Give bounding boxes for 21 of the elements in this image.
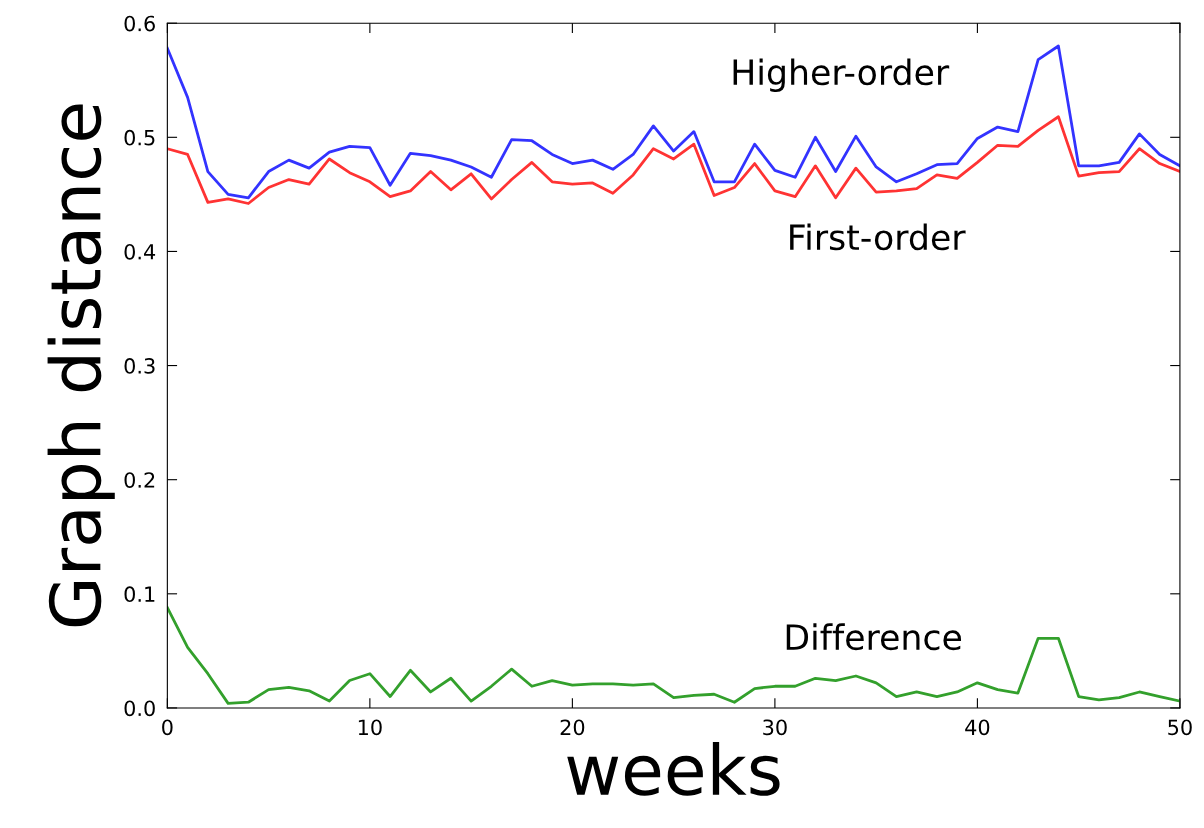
- y-tick-label: 0.2: [124, 472, 155, 488]
- line-series: [167, 606, 1180, 705]
- line-series: [167, 115, 1180, 205]
- series-label: Difference: [786, 623, 962, 651]
- y-tick-label: 0.3: [124, 358, 155, 374]
- x-tick-label: 40: [965, 719, 990, 736]
- line-series: [167, 44, 1180, 200]
- x-tick-label: 10: [358, 719, 382, 736]
- y-tick-label: 0.4: [124, 243, 156, 260]
- x-tick-label: 30: [763, 719, 787, 736]
- x-tick-label: 20: [560, 719, 585, 736]
- y-tick-label: 0.1: [124, 586, 155, 603]
- y-tick-label: 0.6: [124, 15, 155, 32]
- x-axis-title: weeks: [567, 741, 780, 796]
- series-label: First-order: [790, 223, 966, 251]
- y-tick-label: 0.0: [124, 700, 155, 717]
- x-tick-label: 50: [1168, 719, 1192, 736]
- x-tick-label: 0: [162, 719, 173, 736]
- y-tick-label: 0.5: [124, 129, 155, 146]
- y-axis-title: Graph distance: [47, 104, 115, 627]
- series-label: Higher-order: [733, 58, 950, 93]
